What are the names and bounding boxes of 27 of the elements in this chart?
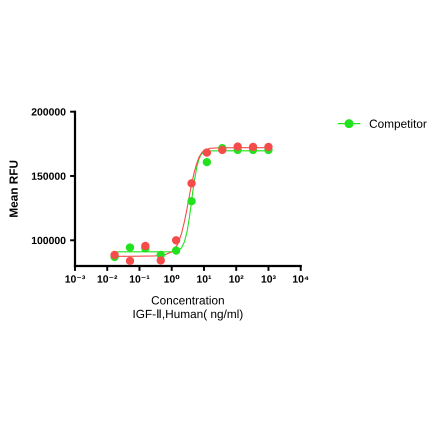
y-tick-label: 100000	[32, 236, 66, 244]
point	[172, 236, 180, 244]
point	[248, 142, 258, 152]
point	[156, 256, 165, 265]
point	[234, 142, 242, 151]
x-tick-label: 10⁻³	[65, 275, 86, 283]
y-tick-label: 200000	[32, 108, 66, 116]
point	[141, 242, 150, 250]
point	[172, 246, 180, 255]
point	[187, 179, 196, 188]
x-tick-label: 10⁰	[164, 274, 180, 283]
legend-label: Competitor	[370, 119, 427, 130]
point	[202, 158, 212, 166]
x-tick-label: 10¹	[197, 275, 212, 283]
point	[126, 243, 134, 252]
x-tick-label: 10⁴	[292, 275, 308, 283]
x-tick-label: 10²	[229, 275, 244, 283]
point	[126, 256, 134, 266]
x-tick-label: 10⁻¹	[130, 275, 150, 283]
point	[187, 197, 196, 206]
x-tick-label: 10⁻²	[98, 275, 118, 283]
point	[264, 142, 273, 152]
x-tick-label: 10³	[262, 275, 276, 283]
y-axis-title: Mean RFU	[10, 160, 18, 217]
x-axis-title: Concentration IGF-Ⅱ,Human( ng/ml)	[134, 296, 243, 320]
point	[202, 148, 212, 157]
y-tick-label: 150000	[32, 172, 66, 180]
